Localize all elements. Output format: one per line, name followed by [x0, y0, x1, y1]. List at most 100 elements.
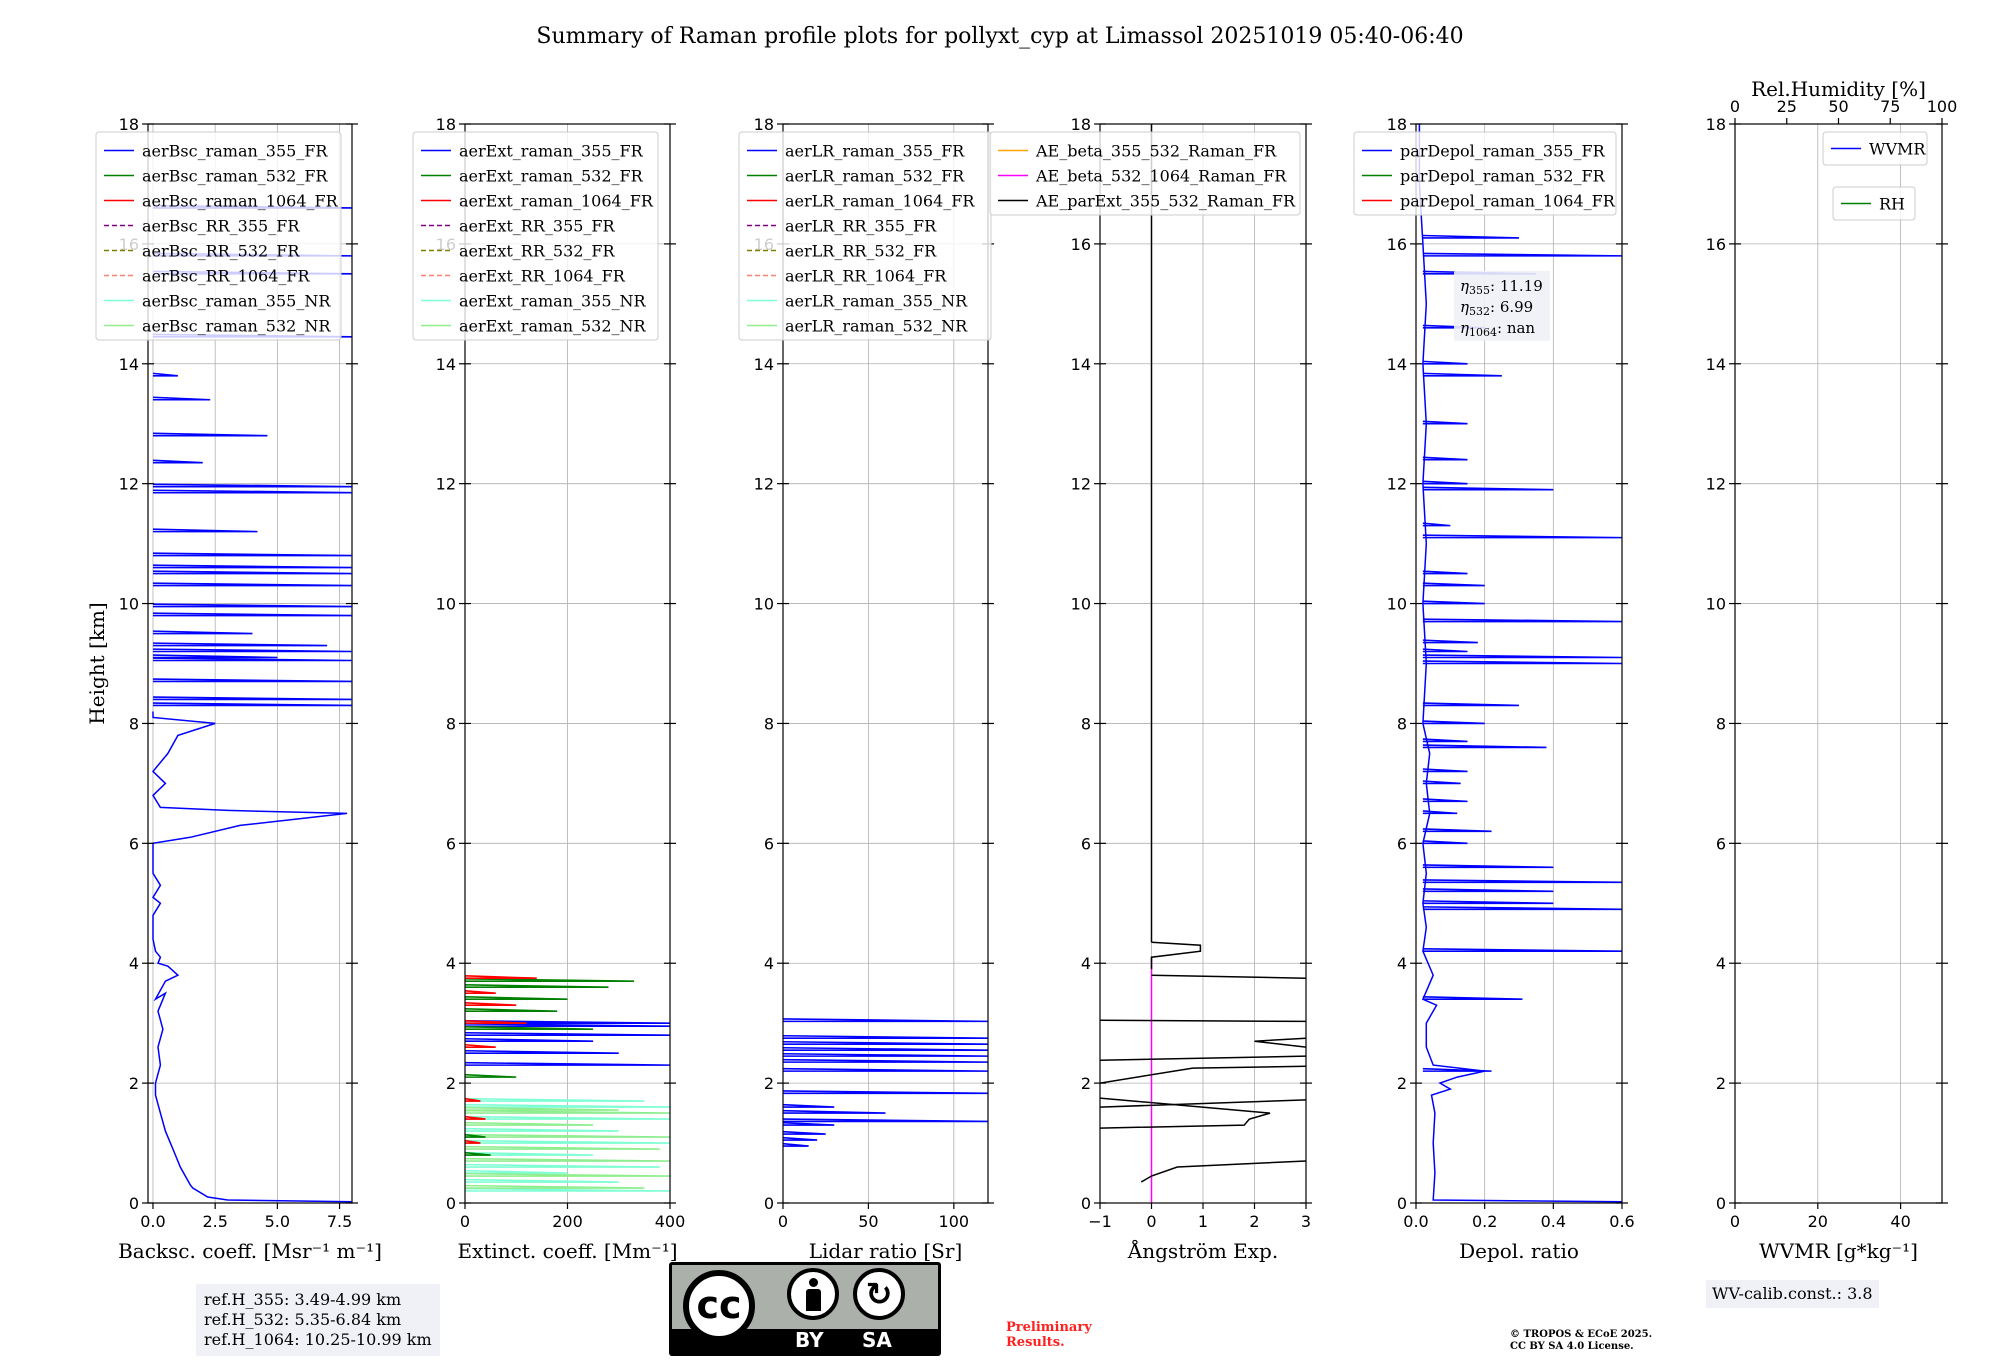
legend-wv: WVMR RH — [1822, 131, 1928, 221]
x-tick-label: 2.5 — [202, 1212, 227, 1231]
y-tick-label: 18 — [436, 115, 456, 134]
y-tick-label: 2 — [446, 1074, 456, 1093]
data-layer — [465, 975, 670, 1192]
legend-box — [1353, 131, 1617, 216]
figure-title: Summary of Raman profile plots for polly… — [536, 24, 1463, 49]
series-spike — [1422, 360, 1468, 365]
series-spike — [1422, 738, 1468, 743]
legend-ae: AE_beta_355_532_Raman_FR AE_beta_532_1064… — [989, 131, 1301, 216]
y-tick-label: 16 — [1071, 235, 1091, 254]
y-tick-label: 8 — [1081, 714, 1091, 733]
eta-row: η532: 6.99 — [1460, 298, 1533, 318]
y-tick-label: 0 — [1716, 1194, 1726, 1213]
series-spike — [465, 1178, 619, 1183]
series-segment-AE_parExt_355_532_Raman_FR — [1100, 1099, 1306, 1108]
series-spike — [1422, 639, 1478, 644]
y-tick-label: 18 — [1706, 115, 1726, 134]
series-spike — [465, 1025, 594, 1030]
series-spike — [1422, 648, 1468, 653]
legend-label: aerExt_raman_532_FR — [459, 167, 644, 186]
copyright-note: © TROPOS & ECoE 2025. CC BY SA 4.0 Licen… — [1510, 1329, 1652, 1353]
y-tick-label: 2 — [764, 1074, 774, 1093]
x-tick-label: 0.0 — [1403, 1212, 1428, 1231]
y-tick-label: 6 — [1081, 834, 1091, 853]
legend-box — [95, 131, 342, 341]
legend-label: aerLR_raman_532_FR — [785, 167, 965, 186]
top-x-tick-label: 75 — [1880, 97, 1900, 116]
cc-license-badge: cc ↻ BY SA — [669, 1262, 941, 1356]
series-spike — [465, 1187, 670, 1192]
series-spike — [1422, 534, 1622, 539]
preliminary-note: Preliminary Results. — [1006, 1320, 1092, 1350]
x-tick-label: 0.2 — [1472, 1212, 1497, 1231]
legend-label: AE_parExt_355_532_Raman_FR — [1035, 192, 1296, 211]
legend-lr: aerLR_raman_355_FR aerLR_raman_532_FR aerL… — [738, 131, 992, 341]
series-spike — [783, 1034, 988, 1039]
series-spike — [1422, 900, 1554, 905]
series-spike — [1422, 768, 1468, 773]
series-spike — [465, 1049, 619, 1054]
series-spike — [465, 1115, 670, 1120]
series-segment-AE_parExt_355_532_Raman_FR — [1100, 1019, 1306, 1023]
legend-box — [738, 131, 992, 341]
y-tick-label: 8 — [129, 714, 139, 733]
series-spike — [152, 552, 352, 557]
eta-row: η355: 11.19 — [1460, 277, 1543, 297]
legend-label: aerBsc_raman_532_FR — [142, 167, 328, 186]
legend-label: aerLR_raman_355_FR — [785, 142, 965, 161]
series-segment-AE_parExt_355_532_Raman_FR — [1100, 1055, 1306, 1062]
y-tick-label: 2 — [1716, 1074, 1726, 1093]
top-x-tick-label: 0 — [1730, 97, 1740, 116]
x-axis-label: Backsc. coeff. [Msr⁻¹ m⁻¹] — [118, 1239, 382, 1263]
series-spike — [152, 528, 258, 533]
series-spike — [152, 696, 352, 701]
y-tick-label: 14 — [1706, 355, 1726, 374]
series-spike — [152, 642, 328, 647]
axes-frame — [1415, 123, 1623, 1204]
series-spike — [1422, 582, 1485, 587]
series-spike — [465, 1169, 568, 1174]
series-spike — [1422, 660, 1622, 665]
y-tick-label: 10 — [1387, 595, 1407, 614]
legend-label: AE_beta_355_532_Raman_FR — [1035, 142, 1277, 161]
series-spike — [465, 1157, 670, 1162]
legend-box — [1822, 131, 1928, 166]
top-x-tick-label: 100 — [1927, 97, 1958, 116]
top-x-axis-label: Rel.Humidity [%] — [1751, 77, 1926, 101]
series-segment-AE_parExt_355_532_Raman_FR — [1100, 1097, 1271, 1129]
data-layer — [1100, 124, 1306, 1203]
y-tick-label: 18 — [119, 115, 139, 134]
series-spike — [152, 582, 352, 587]
series-spike — [465, 984, 609, 988]
y-tick-label: 4 — [764, 954, 774, 973]
series-spike — [152, 648, 352, 653]
data-layer — [783, 1018, 988, 1147]
series-spike — [465, 1097, 645, 1102]
x-axis-label: WVMR [g*kg⁻¹] — [1759, 1239, 1918, 1263]
y-tick-label: 6 — [446, 834, 456, 853]
series-spike — [1422, 234, 1520, 239]
top-x-tick-label: 50 — [1828, 97, 1848, 116]
y-tick-label: 10 — [754, 595, 774, 614]
y-tick-label: 12 — [436, 475, 456, 494]
series-spike — [465, 1139, 670, 1144]
y-tick-label: 8 — [446, 714, 456, 733]
series-spike — [152, 372, 178, 377]
y-tick-label: 10 — [1071, 595, 1091, 614]
series-spike — [783, 1052, 988, 1057]
series-spike — [465, 1106, 619, 1111]
series-spike — [465, 1139, 481, 1144]
legend-label: aerBsc_raman_355_NR — [142, 292, 331, 311]
series-spike — [783, 1142, 809, 1147]
y-tick-label: 4 — [446, 954, 456, 973]
legend-label: aerExt_RR_532_FR — [459, 242, 616, 261]
legend-box — [989, 131, 1301, 216]
series-spike — [1422, 879, 1622, 884]
series-spike — [783, 1067, 988, 1072]
x-tick-label: 3 — [1301, 1212, 1311, 1231]
legend-label: aerLR_raman_1064_FR — [785, 192, 975, 211]
copyright-line-1: © TROPOS & ECoE 2025. — [1510, 1329, 1653, 1340]
